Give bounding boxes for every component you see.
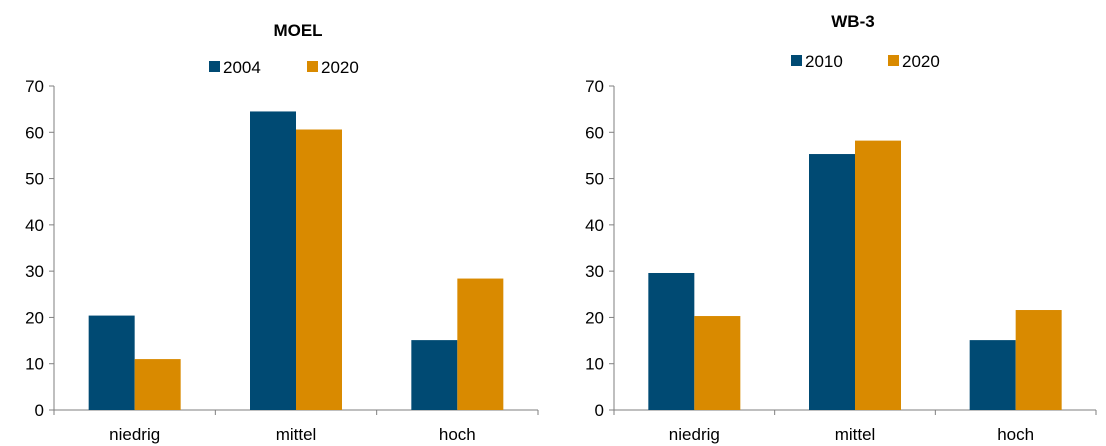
chart-moel: MOEL 2004 2020 0 10 20 30 40 50 60 70 niedrig mit… <box>25 21 539 444</box>
plot-area: 0 10 20 30 40 50 60 70 niedrig mittel hoch <box>25 77 539 444</box>
y-tick-label: 50 <box>25 170 44 189</box>
y-tick-label: 10 <box>25 355 44 374</box>
legend-swatch-series-1 <box>209 61 220 72</box>
y-tick-label: 60 <box>25 123 44 142</box>
chart-title: MOEL <box>273 21 322 40</box>
bar-2010-mittel <box>809 154 855 410</box>
x-tick-label: hoch <box>997 425 1034 444</box>
x-tick-label: mittel <box>835 425 876 444</box>
bar-2020-mittel <box>296 129 342 410</box>
legend-label-series-1: 2010 <box>805 52 843 71</box>
y-tick-label: 0 <box>595 401 604 420</box>
y-tick-label: 40 <box>25 216 44 235</box>
y-tick-label: 20 <box>25 308 44 327</box>
legend-label-series-2: 2020 <box>321 58 359 77</box>
chart-wb3: WB-3 2010 2020 0 10 20 30 40 50 60 70 niedrig mit… <box>585 12 1097 444</box>
x-tick-label: hoch <box>439 425 476 444</box>
bar-2010-hoch <box>969 340 1016 410</box>
bar-2004-hoch <box>411 340 458 410</box>
bar-2020-niedrig <box>694 316 741 410</box>
bar-2004-niedrig <box>88 315 135 410</box>
legend-label-series-1: 2004 <box>223 58 261 77</box>
y-tick-label: 30 <box>585 262 604 281</box>
bar-2004-mittel <box>250 111 296 410</box>
y-tick-label: 70 <box>25 77 44 96</box>
bar-2020-niedrig <box>134 359 181 410</box>
legend-swatch-series-1 <box>791 55 802 66</box>
plot-area: 0 10 20 30 40 50 60 70 niedrig mittel hoch <box>585 77 1097 444</box>
legend-swatch-series-2 <box>888 55 899 66</box>
bar-2020-mittel <box>855 140 901 411</box>
y-tick-label: 20 <box>585 308 604 327</box>
y-tick-label: 50 <box>585 170 604 189</box>
bar-2020-hoch <box>1015 310 1062 410</box>
bar-2020-hoch <box>457 278 504 410</box>
legend: 2010 2020 <box>791 52 940 71</box>
y-tick-label: 0 <box>35 401 44 420</box>
bar-2010-niedrig <box>648 272 695 410</box>
y-tick-label: 40 <box>585 216 604 235</box>
legend: 2004 2020 <box>209 58 359 77</box>
x-tick-label: niedrig <box>109 425 160 444</box>
legend-swatch-series-2 <box>307 61 318 72</box>
x-tick-label: niedrig <box>669 425 720 444</box>
y-tick-label: 70 <box>585 77 604 96</box>
legend-label-series-2: 2020 <box>902 52 940 71</box>
chart-title: WB-3 <box>831 12 874 31</box>
y-tick-label: 60 <box>585 123 604 142</box>
y-tick-label: 10 <box>585 355 604 374</box>
y-tick-label: 30 <box>25 262 44 281</box>
x-tick-label: mittel <box>276 425 317 444</box>
